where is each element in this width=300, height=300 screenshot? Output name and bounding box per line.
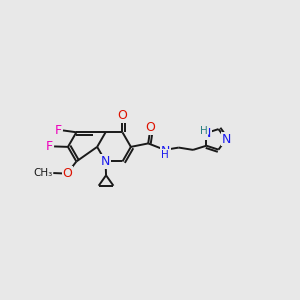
Text: N: N <box>101 155 110 168</box>
Text: O: O <box>118 109 128 122</box>
Text: N: N <box>221 133 231 146</box>
Text: CH₃: CH₃ <box>33 168 52 178</box>
Text: F: F <box>46 140 53 153</box>
Text: N: N <box>160 145 170 158</box>
Text: N: N <box>202 127 211 140</box>
Text: O: O <box>62 167 72 180</box>
Text: F: F <box>55 124 62 137</box>
Text: H: H <box>161 150 169 160</box>
Text: H: H <box>200 126 208 136</box>
Text: O: O <box>146 121 155 134</box>
